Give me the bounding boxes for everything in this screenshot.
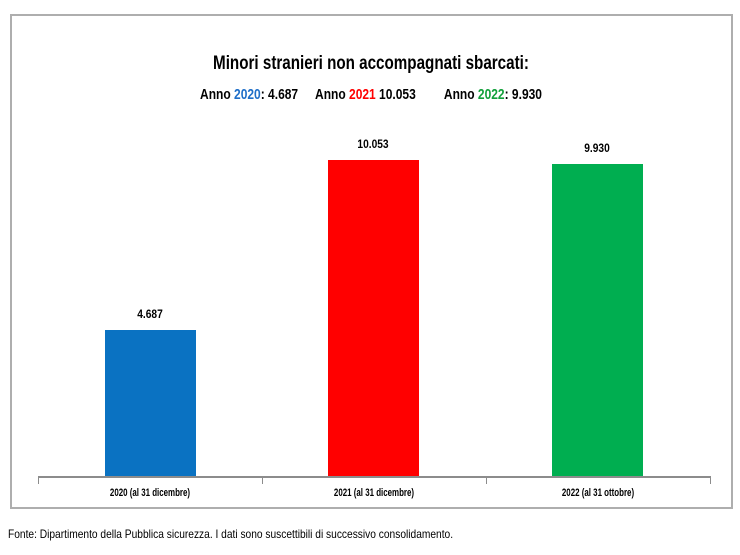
bar-2021 — [328, 160, 419, 478]
bar-2022 — [552, 164, 643, 478]
subtitle-2021-prefix: Anno — [315, 86, 350, 103]
source-note: Fonte: Dipartimento della Pubblica sicur… — [8, 527, 454, 541]
subtitle-2022: Anno 2022: 9.930 — [444, 86, 542, 103]
subtitle-2020-prefix: Anno — [200, 86, 235, 103]
subtitle-2020-value: : 4.687 — [260, 86, 299, 103]
subtitle-2022-prefix: Anno — [443, 86, 478, 103]
value-label-2020: 4.687 — [137, 307, 163, 321]
chart-subtitle: Anno 2020: 4.687 Anno 2021 10.053 Anno 2… — [82, 86, 660, 103]
subtitle-2022-value: : 9.930 — [504, 86, 542, 103]
x-axis-tick — [710, 478, 711, 484]
x-axis-tick — [38, 478, 39, 484]
bar-2020 — [105, 330, 196, 478]
value-label-2021: 10.053 — [357, 137, 389, 151]
category-label-2022: 2022 (al 31 ottobre) — [561, 487, 635, 499]
chart-title: Minori stranieri non accompagnati sbarca… — [213, 53, 529, 74]
subtitle-2020-year: 2020 — [234, 86, 261, 103]
x-axis-tick — [262, 478, 263, 484]
x-axis-tick — [486, 478, 487, 484]
subtitle-2021-year: 2021 — [349, 86, 376, 103]
subtitle-2020: Anno 2020: 4.687 — [200, 86, 298, 103]
category-label-2020: 2020 (al 31 dicembre) — [109, 487, 191, 499]
x-axis-line — [38, 476, 711, 478]
subtitle-2021: Anno 2021 10.053 — [315, 86, 416, 103]
value-label-2022: 9.930 — [584, 141, 610, 155]
subtitle-2022-year: 2022 — [477, 86, 505, 103]
category-label-2021: 2021 (al 31 dicembre) — [333, 487, 415, 499]
subtitle-2021-value: 10.053 — [375, 86, 416, 103]
